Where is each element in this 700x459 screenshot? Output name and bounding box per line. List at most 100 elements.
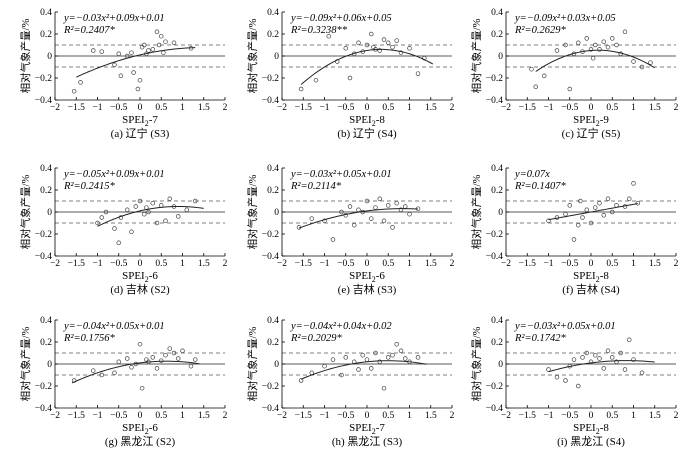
x-tick-label: 1 bbox=[407, 103, 412, 113]
data-point bbox=[176, 356, 181, 361]
data-point bbox=[298, 378, 304, 383]
data-point bbox=[326, 33, 332, 39]
data-point bbox=[631, 357, 636, 362]
data-point bbox=[373, 350, 378, 356]
panel-caption: (f) 吉林 (S4) bbox=[562, 282, 620, 296]
r-squared-label: R²=0.2114* bbox=[290, 181, 342, 192]
chart-panel: −2 −1.5 −1 −0.5 0 0.5 1 1.5 2 −0.4 −0.2 0 0.2 0.4 y=−0… bbox=[470, 316, 679, 448]
data-point bbox=[605, 44, 611, 50]
data-point bbox=[592, 205, 598, 210]
y-tick-label: 0 bbox=[498, 208, 503, 218]
data-point bbox=[398, 50, 404, 55]
data-point bbox=[597, 356, 602, 361]
data-point bbox=[131, 70, 136, 75]
x-tick-label: 0 bbox=[138, 259, 143, 269]
fit-equation: y=−0.03x²+0.05x+0.01 bbox=[514, 321, 616, 332]
data-point bbox=[142, 211, 147, 217]
y-tick-label: 0 bbox=[274, 360, 279, 370]
y-tick-label: 0 bbox=[274, 208, 279, 218]
y-axis-label: 相对气象产量/% bbox=[19, 174, 32, 249]
y-axis-label: 相对气象产量/% bbox=[246, 174, 259, 249]
data-point bbox=[99, 215, 104, 220]
data-point bbox=[116, 51, 121, 57]
data-point bbox=[597, 47, 602, 52]
x-tick-label: 1.5 bbox=[649, 411, 661, 421]
x-tick-label: 1.5 bbox=[425, 103, 437, 113]
x-tick-label: 1 bbox=[180, 103, 185, 113]
data-point bbox=[99, 372, 104, 378]
x-tick-label: −1 bbox=[543, 411, 553, 421]
data-point bbox=[330, 237, 336, 242]
chart-panel: −2 −1.5 −1 −0.5 0 0.5 1 1.5 2 −0.4 −0.2 0 0.2 0.4 y=−0… bbox=[19, 8, 228, 140]
data-point bbox=[578, 198, 583, 204]
data-point bbox=[584, 207, 589, 213]
data-point bbox=[398, 348, 404, 354]
data-point bbox=[137, 198, 143, 204]
data-point bbox=[343, 355, 349, 360]
fit-curve bbox=[71, 360, 200, 384]
x-tick-label: −2 bbox=[277, 411, 287, 421]
data-point bbox=[159, 358, 164, 363]
y-tick-label: 0.2 bbox=[267, 30, 279, 40]
data-point bbox=[390, 225, 395, 230]
x-tick-label: −1.5 bbox=[519, 259, 536, 269]
data-point bbox=[622, 367, 628, 372]
x-tick-label: 0 bbox=[138, 103, 143, 113]
x-axis-label: SPEI2-6 bbox=[122, 270, 158, 284]
data-point bbox=[580, 355, 585, 360]
data-point bbox=[339, 372, 344, 378]
data-point bbox=[71, 88, 77, 94]
x-tick-label: 1.5 bbox=[649, 103, 661, 113]
fit-curve bbox=[300, 360, 427, 380]
x-tick-label: 1 bbox=[180, 411, 185, 421]
y-tick-label: −0.4 bbox=[486, 252, 503, 262]
data-point bbox=[356, 40, 361, 46]
x-tick-label: 1.5 bbox=[198, 259, 210, 269]
x-tick-label: 0 bbox=[365, 103, 370, 113]
x-tick-label: −0.5 bbox=[110, 411, 127, 421]
data-point bbox=[605, 196, 611, 202]
y-tick-label: −0.2 bbox=[486, 382, 503, 392]
data-point bbox=[339, 209, 344, 215]
data-point bbox=[137, 77, 143, 83]
x-tick-label: 1.5 bbox=[425, 411, 437, 421]
y-tick-label: −0.2 bbox=[262, 230, 279, 240]
x-tick-label: 2 bbox=[674, 259, 679, 269]
y-tick-label: 0 bbox=[498, 52, 503, 62]
data-point bbox=[78, 80, 83, 85]
data-point bbox=[580, 215, 585, 220]
data-point bbox=[347, 75, 353, 81]
data-point bbox=[381, 385, 387, 391]
fit-curve bbox=[548, 360, 655, 373]
data-point bbox=[124, 207, 130, 213]
x-tick-label: −2 bbox=[50, 103, 60, 113]
data-point bbox=[129, 229, 134, 235]
x-axis-label: SPEI2-8 bbox=[573, 270, 609, 284]
x-tick-label: 2 bbox=[223, 259, 228, 269]
y-axis-label: 相对气象产量/% bbox=[19, 18, 32, 93]
y-tick-label: 0.2 bbox=[40, 338, 52, 348]
data-point bbox=[605, 348, 611, 354]
data-point bbox=[364, 357, 370, 362]
chart-panel: −2 −1.5 −1 −0.5 0 0.5 1 1.5 2 −0.4 −0.2 0 0.2 0.4 y=−0… bbox=[246, 316, 455, 448]
x-axis-label: SPEI2-6 bbox=[122, 422, 158, 436]
data-point bbox=[322, 363, 327, 369]
y-tick-label: 0 bbox=[47, 360, 52, 370]
x-tick-label: 1 bbox=[407, 259, 412, 269]
x-tick-label: −1 bbox=[92, 103, 102, 113]
fit-curve bbox=[76, 47, 196, 78]
data-point bbox=[614, 359, 619, 365]
x-tick-label: −2 bbox=[277, 259, 287, 269]
data-point bbox=[124, 356, 130, 361]
data-point bbox=[184, 207, 190, 213]
data-point bbox=[135, 86, 141, 92]
data-point bbox=[298, 86, 304, 92]
y-tick-label: −0.4 bbox=[262, 96, 279, 106]
data-point bbox=[381, 218, 387, 224]
data-point bbox=[146, 209, 151, 215]
panel-caption: (a) 辽宁 (S3) bbox=[111, 126, 170, 140]
panel-caption: (b) 辽宁 (S4) bbox=[337, 126, 397, 140]
r-squared-label: R²=0.3238** bbox=[290, 25, 348, 36]
data-point bbox=[575, 222, 581, 228]
fit-equation: y=−0.03x²+0.05x+0.01 bbox=[290, 169, 392, 180]
